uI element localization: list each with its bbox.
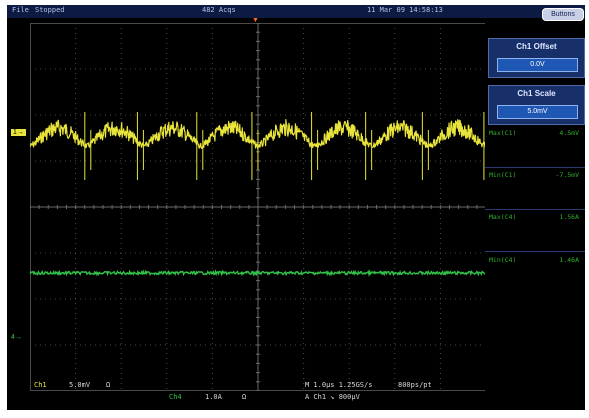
status-bar: File Stopped 482 Acqs 11 Mar 09 14:58:13: [7, 5, 585, 18]
ch1-marker-label: 1: [13, 129, 17, 136]
measurement-max-c1: Max(C1) 4.5mV: [487, 129, 583, 139]
measurement-name: Min(C1): [489, 171, 517, 179]
trigger-position-marker[interactable]: ▼: [252, 17, 259, 24]
ch4-readout-coupling: Ω: [242, 393, 247, 401]
measurement-min-c1: Min(C1) -7.5mV: [487, 171, 583, 181]
measurement-min-c4: Min(C4) 1.46A: [487, 256, 583, 266]
ch1-offset-control[interactable]: Ch1 Offset 0.0V: [488, 38, 585, 78]
ch4-readout-label[interactable]: Ch4: [169, 393, 182, 401]
acquisition-state: Stopped: [35, 6, 65, 14]
ch4-readout-scale: 1.0A: [205, 393, 222, 401]
timebase-readout[interactable]: M 1.0μs 1.25GS/s: [305, 381, 373, 389]
ch4-waveform: [30, 269, 486, 278]
side-panel: [485, 18, 585, 410]
measurement-name: Max(C4): [489, 213, 517, 221]
ch4-trace-line: [30, 269, 486, 278]
oscilloscope-screen: File Stopped 482 Acqs 11 Mar 09 14:58:13…: [7, 5, 585, 410]
trigger-readout[interactable]: A Ch1 ↘ 800μV: [305, 393, 360, 401]
measurement-value: 4.5mV: [559, 129, 579, 137]
divider: [485, 209, 585, 210]
measurement-name: Max(C1): [489, 129, 517, 137]
file-menu[interactable]: File: [12, 6, 29, 14]
ch1-scale-label: Ch1 Scale: [517, 89, 556, 98]
ch1-readout-scale: 5.0mV: [69, 381, 91, 389]
measurement-name: Min(C4): [489, 256, 517, 264]
points-readout: 800ps/pt: [398, 381, 432, 389]
ch1-offset-value[interactable]: 0.0V: [497, 58, 578, 72]
ch1-offset-label: Ch1 Offset: [516, 42, 557, 51]
measurement-max-c4: Max(C4) 1.56A: [487, 213, 583, 223]
ch4-marker[interactable]: 4→: [11, 334, 22, 341]
divider: [485, 251, 585, 252]
buttons-button[interactable]: Buttons: [542, 8, 584, 21]
measurement-value: -7.5mV: [555, 171, 579, 179]
ch1-readout-label[interactable]: Ch1: [34, 381, 47, 389]
readout-bar: Ch1 5.0mV Ω Ch4 1.0A Ω M 1.0μs 1.25GS/s …: [7, 381, 585, 410]
ch1-scale-control[interactable]: Ch1 Scale 5.0mV: [488, 85, 585, 125]
divider: [485, 167, 585, 168]
waveform-display[interactable]: [30, 23, 486, 391]
ch1-scale-value[interactable]: 5.0mV: [497, 105, 578, 119]
graticule-grid: [30, 23, 486, 391]
ch4-marker-label: 4: [11, 334, 15, 341]
date-time: 11 Mar 09 14:58:13: [367, 6, 443, 14]
measurement-value: 1.46A: [559, 256, 579, 264]
ch1-waveform: [30, 112, 486, 180]
ch1-marker[interactable]: 1→: [11, 129, 26, 136]
ch1-readout-coupling: Ω: [106, 381, 111, 389]
acquisition-count: 482 Acqs: [202, 6, 236, 14]
measurement-value: 1.56A: [559, 213, 579, 221]
